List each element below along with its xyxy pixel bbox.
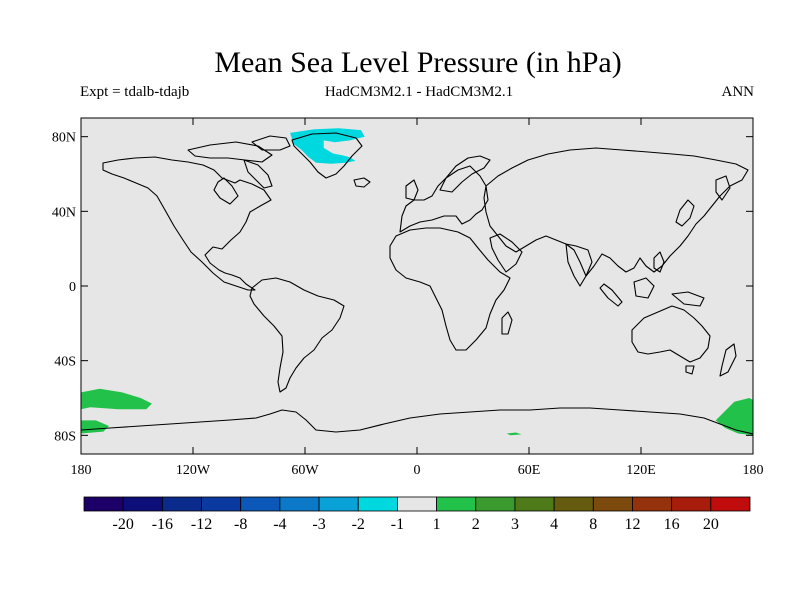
coastline-canadian-arctic bbox=[187, 141, 273, 163]
colorbar-swatch bbox=[553, 496, 594, 512]
colorbar-swatch bbox=[710, 496, 751, 512]
colorbar-swatch bbox=[161, 496, 202, 512]
colorbar-swatch bbox=[592, 496, 633, 512]
colorbar: -20 -16 -12 -8 -4 -3 -2 -1 1 2 3 4 8 12 16 20 bbox=[83, 496, 751, 533]
pacific-southern-anomaly bbox=[81, 388, 152, 410]
colorbar-swatch bbox=[436, 496, 477, 512]
coastline-madagascar bbox=[501, 311, 513, 335]
greenland-anomaly bbox=[290, 128, 365, 164]
colorbar-label: -3 bbox=[312, 516, 325, 533]
lat-tick-label: 40N bbox=[52, 205, 76, 220]
colorbar-swatch bbox=[357, 496, 398, 512]
period-label: ANN bbox=[721, 84, 755, 100]
colorbar-swatch bbox=[475, 496, 516, 512]
colorbar-swatch bbox=[122, 496, 163, 512]
colorbar-label: -2 bbox=[352, 516, 365, 533]
latitude-axis: 80N 40N 0 40S 80S bbox=[52, 131, 753, 444]
coastline-south-america bbox=[249, 277, 345, 393]
colorbar-label: 20 bbox=[703, 516, 719, 533]
coastline-australia bbox=[631, 305, 711, 363]
coastline-britain bbox=[405, 179, 419, 201]
lat-tick-label: 80S bbox=[54, 429, 76, 444]
colorbar-swatch bbox=[240, 496, 281, 512]
colorbar-label: 3 bbox=[511, 516, 519, 533]
lat-tick-label: 40S bbox=[54, 355, 76, 370]
ross-sea-anomaly bbox=[81, 420, 109, 434]
colorbar-label: 2 bbox=[472, 516, 480, 533]
coastline-ellesmere bbox=[251, 135, 291, 151]
coastline-india bbox=[565, 243, 593, 287]
coastline-north-america bbox=[102, 156, 272, 291]
lon-tick-label: 120W bbox=[176, 463, 211, 478]
coastline-baffin-island bbox=[243, 159, 273, 189]
colorbar-label: -4 bbox=[273, 516, 286, 533]
coastline-indonesia-new-guinea bbox=[671, 291, 705, 307]
coastline-asia bbox=[483, 147, 749, 277]
coastline-antarctica bbox=[81, 407, 753, 435]
chart-title: Mean Sea Level Pressure (in hPa) bbox=[214, 46, 622, 79]
colorbar-swatch bbox=[671, 496, 712, 512]
colorbar-label: 8 bbox=[589, 516, 597, 533]
colorbar-label: -1 bbox=[391, 516, 404, 533]
lon-tick-label: 60E bbox=[518, 463, 541, 478]
colorbar-label: -8 bbox=[234, 516, 247, 533]
colorbar-swatch bbox=[397, 496, 437, 512]
colorbar-label: 1 bbox=[433, 516, 441, 533]
colorbar-swatch bbox=[83, 496, 124, 512]
experiment-label: Expt = tdalb-tdajb bbox=[80, 84, 190, 100]
coastline-philippines bbox=[653, 251, 665, 273]
coastline-scandinavia bbox=[439, 155, 491, 193]
lat-tick-label: 80N bbox=[52, 131, 76, 146]
coastline-japan bbox=[675, 199, 695, 227]
colorbar-swatch bbox=[201, 496, 242, 512]
colorbar-label: -20 bbox=[113, 516, 134, 533]
longitude-axis: 180 120W 60W 0 60E 120E 180 bbox=[71, 118, 764, 478]
lon-tick-label: 60W bbox=[291, 463, 319, 478]
map-background bbox=[81, 118, 753, 454]
coastline-layer bbox=[81, 132, 753, 435]
coastline-greenland bbox=[291, 132, 363, 179]
coastline-arabia bbox=[489, 233, 523, 273]
colorbar-swatch bbox=[514, 496, 555, 512]
colorbar-swatch bbox=[632, 496, 673, 512]
colorbar-label: 16 bbox=[664, 516, 680, 533]
colorbar-label: 12 bbox=[624, 516, 640, 533]
lon-tick-label: 0 bbox=[414, 463, 421, 478]
lon-tick-label: 120E bbox=[626, 463, 656, 478]
coastline-indonesia-sumatra bbox=[599, 283, 623, 307]
coastline-kamchatka bbox=[715, 175, 731, 201]
coastline-indonesia-borneo bbox=[633, 277, 655, 299]
lon-tick-label: 180 bbox=[71, 463, 92, 478]
colorbar-label: -12 bbox=[191, 516, 212, 533]
coastline-africa bbox=[389, 227, 511, 351]
colorbar-label: -16 bbox=[152, 516, 173, 533]
coastline-tasmania bbox=[685, 365, 695, 375]
colorbar-swatch bbox=[279, 496, 320, 512]
model-label: HadCM3M2.1 - HadCM3M2.1 bbox=[324, 84, 514, 100]
lat-tick-label: 0 bbox=[69, 280, 76, 295]
lon-tick-label: 180 bbox=[743, 463, 764, 478]
weddell-small-anomaly bbox=[506, 432, 522, 436]
colorbar-label: 4 bbox=[550, 516, 558, 533]
coastline-new-zealand bbox=[719, 343, 737, 377]
coastline-hudson-bay bbox=[213, 177, 239, 205]
coastline-iceland bbox=[353, 177, 371, 188]
colorbar-swatch bbox=[318, 496, 359, 512]
